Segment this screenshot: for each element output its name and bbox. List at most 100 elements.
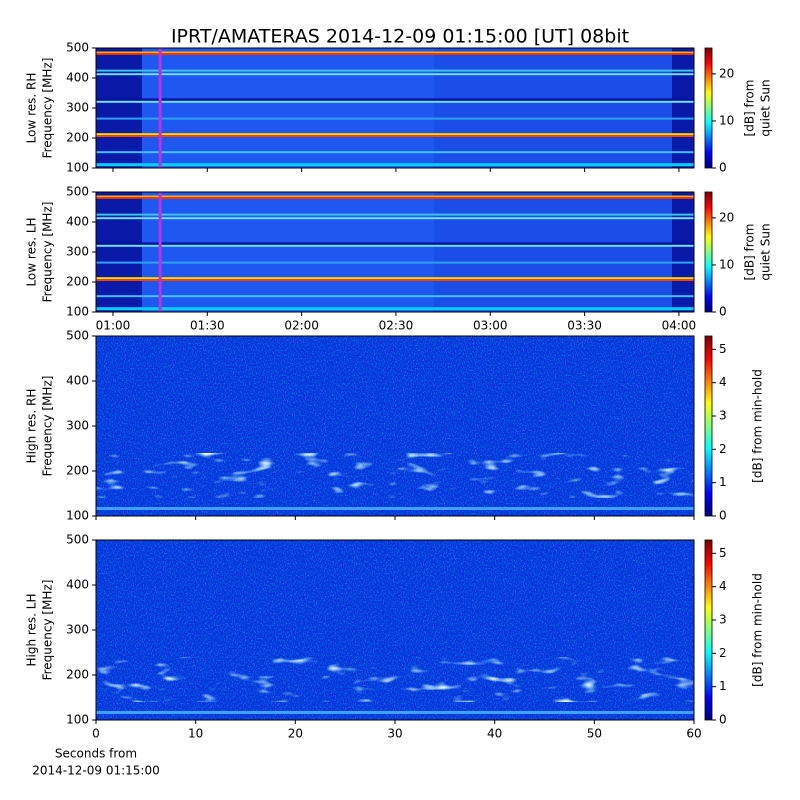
- x-axis-label: 2014-12-09 01:15:00: [32, 764, 159, 778]
- x-tick-label: 02:30: [379, 319, 414, 333]
- colorbar-tick-label: 3: [719, 613, 727, 627]
- colorbar-tick-label: 20: [719, 66, 734, 80]
- y-tick-label: 100: [66, 713, 89, 727]
- colorbar-label: [dB] from: [743, 224, 757, 281]
- spectrogram-shade: [672, 192, 694, 312]
- y-axis-label: High res. LH: [25, 593, 39, 666]
- colorbar-tick-label: 0: [719, 713, 727, 727]
- spectrogram-shade: [434, 48, 672, 168]
- panel: 100 200 300 400 500 High res. RH Frequency [MH…: [25, 329, 765, 523]
- y-tick-label: 300: [66, 419, 89, 433]
- y-axis-label: Low res. LH: [25, 217, 39, 286]
- y-tick-label: 100: [66, 305, 89, 319]
- x-tick-label: 01:00: [96, 319, 131, 333]
- spectrogram-band: [96, 711, 694, 714]
- x-tick-label: 01:30: [190, 319, 225, 333]
- spectrogram-shade: [96, 192, 142, 312]
- colorbar-tick-label: 1: [719, 475, 727, 489]
- x-tick-label: 50: [587, 727, 602, 741]
- spectrogram-band: [96, 213, 694, 216]
- spectrogram-band: [96, 100, 694, 103]
- colorbar-tick-label: 10: [719, 113, 734, 127]
- spectrogram-band: [96, 507, 694, 510]
- spectrogram-band: [96, 73, 694, 76]
- y-tick-label: 200: [66, 131, 89, 145]
- y-tick-label: 200: [66, 275, 89, 289]
- x-tick-label: 60: [686, 727, 701, 741]
- colorbar-tick-label: 0: [719, 305, 727, 319]
- spectrogram-band: [96, 196, 694, 199]
- colorbar-label: [dB] from min-hold: [751, 369, 765, 483]
- y-axis-label: Frequency [MHz]: [41, 376, 55, 477]
- spectrogram-band: [96, 133, 694, 137]
- colorbar-tick-label: 3: [719, 409, 727, 423]
- x-tick-label: 30: [387, 727, 402, 741]
- y-axis-label: Frequency [MHz]: [41, 202, 55, 303]
- colorbar-tick-label: 20: [719, 210, 734, 224]
- x-tick-label: 04:00: [662, 319, 697, 333]
- y-tick-label: 100: [66, 509, 89, 523]
- spectrogram-band: [96, 163, 694, 167]
- y-tick-label: 400: [66, 578, 89, 592]
- spectrogram-band: [96, 279, 694, 281]
- colorbar: [704, 47, 713, 169]
- colorbar-tick-label: 0: [719, 161, 727, 175]
- spectrogram-band: [96, 261, 694, 264]
- x-tick-label: 03:00: [473, 319, 508, 333]
- x-tick-label: 0: [92, 727, 100, 741]
- x-tick-label: 02:00: [284, 319, 319, 333]
- x-axis-label: Seconds from: [55, 747, 137, 761]
- y-axis-label: Low res. RH: [25, 73, 39, 144]
- colorbar-tick-label: 0: [719, 509, 727, 523]
- x-tick-label: 10: [188, 727, 203, 741]
- spectrogram-band: [96, 242, 694, 246]
- y-axis-label: High res. RH: [25, 389, 39, 464]
- colorbar-tick-label: 10: [719, 257, 734, 271]
- x-tick-label: 03:30: [567, 319, 602, 333]
- x-tick-label: 20: [288, 727, 303, 741]
- spectrogram-shade: [434, 192, 672, 312]
- spectrogram-band: [96, 277, 694, 281]
- spectrogram-band: [96, 135, 694, 137]
- colorbar-tick-label: 2: [719, 442, 727, 456]
- colorbar-tick-label: 2: [719, 646, 727, 660]
- spectrogram-band: [96, 98, 694, 102]
- spectrogram-band: [96, 244, 694, 247]
- colorbar-label: [dB] from: [743, 80, 757, 137]
- y-tick-label: 300: [66, 623, 89, 637]
- colorbar-tick-label: 1: [719, 679, 727, 693]
- y-tick-label: 400: [66, 215, 89, 229]
- colorbar-tick-label: 5: [719, 546, 727, 560]
- colorbar-tick-label: 4: [719, 375, 727, 389]
- spectrogram-shade: [672, 48, 694, 168]
- y-tick-label: 300: [66, 101, 89, 115]
- y-tick-label: 500: [66, 533, 89, 547]
- y-tick-label: 400: [66, 374, 89, 388]
- chart-title: IPRT/AMATERAS 2014-12-09 01:15:00 [UT] 0…: [171, 26, 629, 48]
- y-axis-label: Frequency [MHz]: [41, 580, 55, 681]
- colorbar: [704, 539, 713, 721]
- colorbar-tick-label: 5: [719, 342, 727, 356]
- colorbar: [704, 335, 713, 517]
- y-tick-label: 300: [66, 245, 89, 259]
- y-tick-label: 400: [66, 71, 89, 85]
- y-tick-label: 200: [66, 464, 89, 478]
- spectrogram-band: [96, 295, 694, 298]
- spectrogram-bursts: [96, 453, 694, 498]
- spectrogram-band: [96, 117, 694, 120]
- y-axis-label: Frequency [MHz]: [41, 58, 55, 159]
- colorbar: [704, 191, 713, 313]
- colorbar-label: [dB] from min-hold: [751, 573, 765, 687]
- x-tick-label: 40: [487, 727, 502, 741]
- colorbar-tick-label: 4: [719, 579, 727, 593]
- y-tick-label: 500: [66, 185, 89, 199]
- y-tick-label: 500: [66, 41, 89, 55]
- y-tick-label: 500: [66, 329, 89, 343]
- spectrogram-band: [96, 217, 694, 220]
- spectrogram-shade: [96, 48, 142, 168]
- y-tick-label: 100: [66, 161, 89, 175]
